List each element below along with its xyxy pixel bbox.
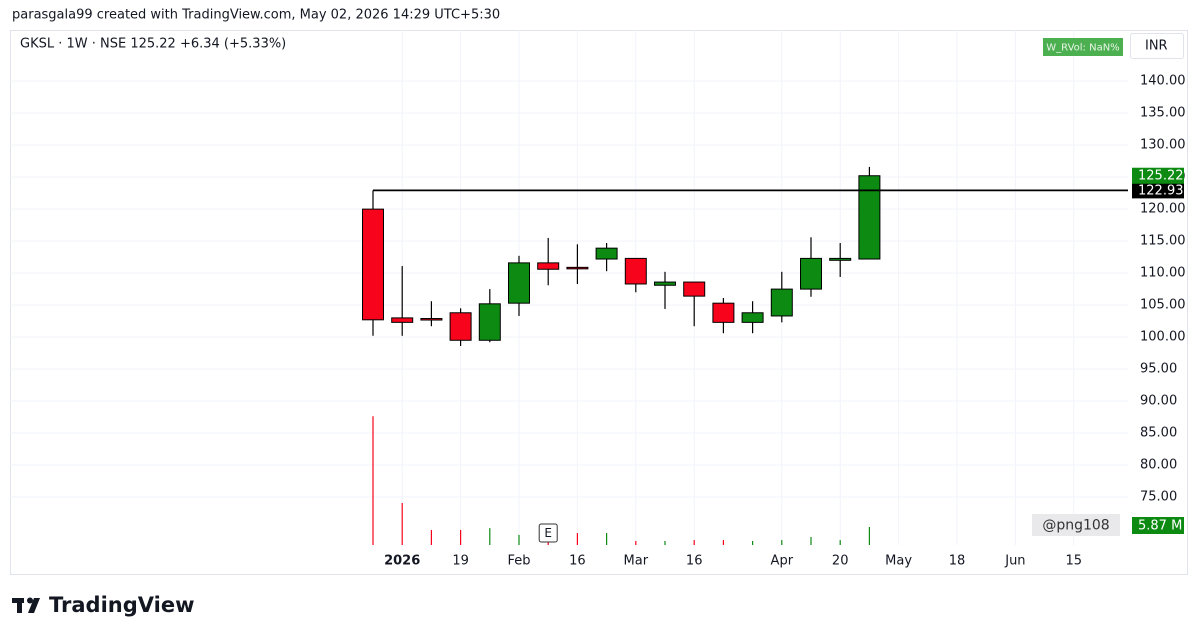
- y-tick-label: 140.00: [1140, 74, 1186, 89]
- candle-body: [624, 257, 647, 285]
- candle-body: [829, 257, 852, 261]
- candle-body: [683, 281, 706, 297]
- logo-text: TradingView: [49, 593, 194, 617]
- price-line-label: 122.93: [1138, 183, 1184, 198]
- y-tick-label: 110.00: [1140, 266, 1186, 281]
- last-price-tag: [1132, 167, 1184, 184]
- chart-title: GKSL · 1W · NSE 125.22 +6.34 (+5.33%): [20, 37, 286, 52]
- price-line-tag: [1132, 182, 1184, 199]
- watermark: @png108: [1042, 518, 1109, 534]
- x-tick-label: 18: [949, 554, 966, 569]
- candle-body: [654, 281, 676, 286]
- volume-tag: [1132, 517, 1184, 534]
- y-tick-label: 120.00: [1140, 202, 1186, 217]
- volume-tag-label: 5.87 M: [1138, 519, 1182, 534]
- logo-mark: [27, 597, 33, 604]
- indicator-badge: [1043, 38, 1123, 56]
- x-tick-label: Mar: [624, 554, 649, 569]
- chart-pane: [10, 30, 1188, 575]
- x-tick-label: 20: [832, 554, 849, 569]
- x-tick-label: Jun: [1004, 554, 1025, 569]
- x-tick-label: Feb: [507, 554, 530, 569]
- last-price-label: 125.22: [1138, 169, 1184, 184]
- grid: [10, 30, 1128, 545]
- x-tick-label: Apr: [771, 554, 794, 569]
- currency[interactable]: INR: [1145, 39, 1168, 54]
- y-tick-label: 105.00: [1140, 298, 1186, 313]
- candle-body: [800, 257, 822, 290]
- y-tick-label: 80.00: [1140, 458, 1177, 473]
- attribution: parasgala99 created with TradingView.com…: [12, 8, 500, 23]
- candle-body: [770, 288, 793, 317]
- x-tick-label: 16: [686, 554, 703, 569]
- candle-body: [595, 247, 618, 260]
- y-tick-label: 130.00: [1140, 138, 1186, 153]
- x-tick-label: 16: [569, 554, 586, 569]
- candle-body: [508, 262, 530, 304]
- candle-body: [391, 317, 414, 323]
- y-tick-label: 95.00: [1140, 362, 1177, 377]
- x-tick-label: 15: [1066, 554, 1083, 569]
- candle-body: [537, 262, 560, 270]
- earnings-marker: [538, 523, 558, 543]
- y-tick-label: 85.00: [1140, 426, 1177, 441]
- candle-body: [420, 318, 443, 321]
- candle-body: [449, 312, 472, 341]
- logo-mark: [17, 598, 22, 613]
- currency-box[interactable]: [1130, 33, 1184, 59]
- x-tick-label: May: [885, 554, 912, 569]
- watermark-box: [1032, 514, 1120, 536]
- earnings-label: E: [544, 526, 552, 540]
- candle-body: [566, 266, 589, 270]
- x-tick-label: 2026: [384, 554, 420, 569]
- y-tick-label: 100.00: [1140, 330, 1186, 345]
- indicator-label: W_RVol: NaN%: [1046, 43, 1119, 54]
- y-tick-label: 75.00: [1140, 490, 1177, 505]
- x-tick-label: 19: [452, 554, 469, 569]
- candle-body: [858, 175, 881, 260]
- y-tick-label: 135.00: [1140, 106, 1186, 121]
- candle-body: [741, 312, 764, 323]
- logo: TradingView: [12, 593, 194, 617]
- y-tick-label: 90.00: [1140, 394, 1177, 409]
- candle-body: [478, 303, 501, 341]
- candle-body: [712, 302, 735, 323]
- candle-body: [362, 208, 384, 321]
- plot: 75.00 80.00 85.00 90.00 95.00 100.00 105.00 110…: [362, 74, 1186, 569]
- y-tick-label: 115.00: [1140, 234, 1186, 249]
- logo-mark: [28, 598, 40, 613]
